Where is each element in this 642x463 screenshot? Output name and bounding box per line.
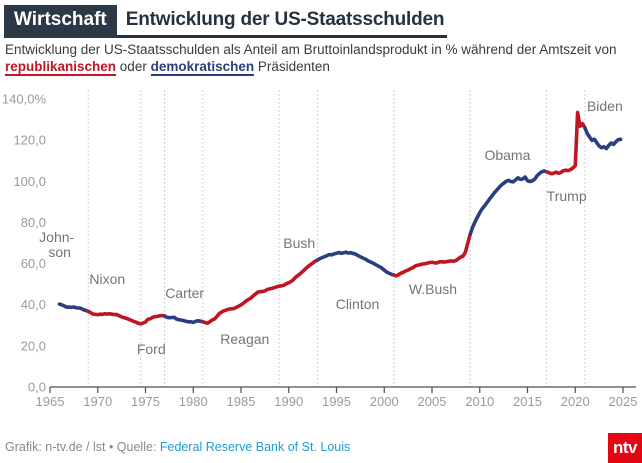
subtitle-conjunction: oder xyxy=(116,59,151,74)
president-label-ford: Ford xyxy=(137,341,166,357)
x-tick-label: 1995 xyxy=(322,394,351,409)
y-tick-label: 0,0 xyxy=(28,380,46,395)
president-label-carter: Carter xyxy=(165,285,204,301)
x-tick-label: 2000 xyxy=(370,394,399,409)
x-tick-label: 2005 xyxy=(418,394,447,409)
header: Wirtschaft Entwicklung der US-Staatsschu… xyxy=(4,5,448,38)
debt-line-trump xyxy=(544,110,587,176)
y-tick-label: 80,0 xyxy=(21,215,46,230)
debt-to-gdp-chart: 1965 1970 1975 1980 1985 1990 1995 2000 2005 2010… xyxy=(2,90,638,409)
credit-text: Grafik: n-tv.de / lst • Quelle: xyxy=(5,440,160,454)
chart-subtitle: Entwicklung der US-Staatsschulden als An… xyxy=(5,41,635,76)
debt-line-bush xyxy=(277,258,320,288)
president-label-trump: Trump xyxy=(547,188,587,204)
credit-line: Grafik: n-tv.de / lst • Quelle: Federal … xyxy=(5,440,350,454)
president-label-nixon: Nixon xyxy=(89,271,125,287)
president-label-biden: Biden xyxy=(587,98,623,114)
president-label-reagan: Reagan xyxy=(220,331,269,347)
debt-line-obama xyxy=(468,169,549,236)
category-badge: Wirtschaft xyxy=(4,5,117,38)
x-tick-label: 1975 xyxy=(131,394,160,409)
y-tick-label: 20,0 xyxy=(21,338,46,353)
debt-line-clinton xyxy=(315,250,396,277)
ntv-logo-text: ntv xyxy=(613,438,638,457)
y-tick-label: 100,0 xyxy=(13,174,46,189)
president-label-clinton: Clinton xyxy=(336,296,380,312)
president-label-johnson: John-son xyxy=(39,229,74,260)
president-label-bush: Bush xyxy=(283,235,315,251)
x-tick-label: 1970 xyxy=(83,394,112,409)
debt-line-johnson xyxy=(57,302,90,314)
ntv-logo: ntv xyxy=(608,433,642,463)
y-tick-label: 60,0 xyxy=(21,256,46,271)
x-tick-label: 1965 xyxy=(36,394,65,409)
x-tick-label: 1990 xyxy=(274,394,303,409)
democratic-legend-word: demokratischen xyxy=(150,59,255,76)
debt-line-nixon xyxy=(86,309,143,326)
source-link[interactable]: Federal Reserve Bank of St. Louis xyxy=(159,440,351,454)
subtitle-text-1: Entwicklung der US-Staatsschulden als An… xyxy=(5,42,617,57)
republican-legend-word: republikanischen xyxy=(5,59,117,76)
y-tick-label: 120,0 xyxy=(13,133,46,148)
y-tick-label: 40,0 xyxy=(21,297,46,312)
president-label-wbush: W.Bush xyxy=(409,281,457,297)
x-tick-label: 2020 xyxy=(561,394,590,409)
debt-line-reagan xyxy=(201,284,281,325)
subtitle-text-2: Präsidenten xyxy=(254,59,330,74)
debt-line-ford xyxy=(138,313,167,326)
x-tick-label: 1985 xyxy=(227,394,256,409)
x-tick-label: 2015 xyxy=(513,394,542,409)
debt-line-carter xyxy=(162,314,205,325)
x-tick-label: 2010 xyxy=(465,394,494,409)
x-tick-label: 1980 xyxy=(179,394,208,409)
president-label-obama: Obama xyxy=(484,147,530,163)
y-tick-label: 140,0% xyxy=(2,92,47,107)
x-tick-label: 2025 xyxy=(609,394,638,409)
page-title: Entwicklung der US-Staatsschulden xyxy=(116,5,448,38)
debt-line-wbush xyxy=(392,232,472,278)
debt-line-biden xyxy=(583,125,623,151)
